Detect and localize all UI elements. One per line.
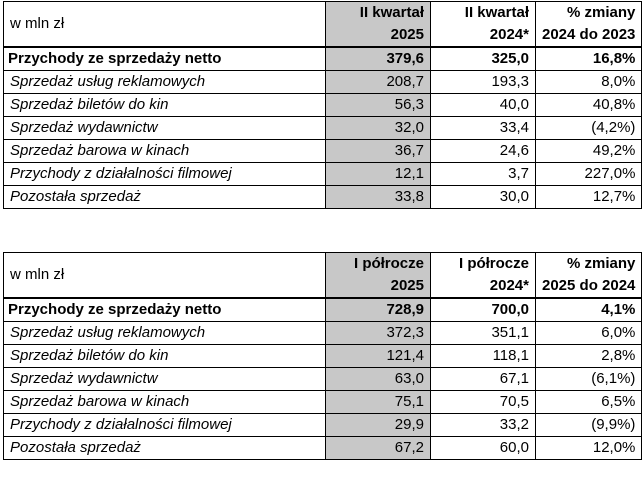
- table-row: Sprzedaż usług reklamowych 208,7 193,3 8…: [3, 70, 643, 94]
- table-row: Sprzedaż biletów do kin 121,4 118,1 2,8%: [3, 344, 643, 368]
- col-header-current: I półrocze 2025: [325, 252, 431, 299]
- col-header-current-line1: II kwartał: [359, 4, 424, 21]
- table-row: Sprzedaż wydawnictw 63,0 67,1 (6,1%): [3, 367, 643, 391]
- value-prev: 67,1: [430, 367, 536, 391]
- value-current: 32,0: [325, 116, 431, 140]
- col-header-prev: I półrocze 2024*: [430, 252, 536, 299]
- value-prev: 33,2: [430, 413, 536, 437]
- table-row: Sprzedaż barowa w kinach 75,1 70,5 6,5%: [3, 390, 643, 414]
- value-change: 40,8%: [534, 93, 643, 117]
- row-label: Przychody z działalności filmowej: [3, 162, 326, 186]
- half-year-revenue-table: w mln zł I półrocze 2025 I półrocze 2024* …: [3, 252, 643, 460]
- value-prev: 700,0: [430, 297, 536, 322]
- value-current: 121,4: [325, 344, 431, 368]
- col-header-change-line1: % zmiany: [567, 4, 636, 21]
- value-prev: 351,1: [430, 321, 536, 345]
- unit-label: w mln zł: [3, 1, 326, 48]
- value-current: 29,9: [325, 413, 431, 437]
- value-change: 49,2%: [534, 139, 643, 163]
- total-row: Przychody ze sprzedaży netto 379,6 325,0…: [3, 46, 643, 71]
- value-change: 12,0%: [534, 436, 643, 460]
- value-change: 16,8%: [534, 46, 643, 71]
- value-change: 6,0%: [534, 321, 643, 345]
- row-label: Sprzedaż biletów do kin: [3, 344, 326, 368]
- col-header-prev-line1: II kwartał: [464, 4, 529, 21]
- header-row: w mln zł II kwartał 2025 II kwartał 2024* …: [3, 1, 643, 48]
- row-label: Przychody ze sprzedaży netto: [3, 46, 326, 71]
- col-header-change: % zmiany 2025 do 2024: [534, 252, 643, 299]
- table-row: Przychody z działalności filmowej 29,9 3…: [3, 413, 643, 437]
- value-prev: 70,5: [430, 390, 536, 414]
- value-change: 6,5%: [534, 390, 643, 414]
- row-label: Sprzedaż barowa w kinach: [3, 139, 326, 163]
- col-header-prev-line2: 2024*: [489, 26, 529, 43]
- row-label: Sprzedaż wydawnictw: [3, 116, 326, 140]
- table-row: Pozostała sprzedaż 33,8 30,0 12,7%: [3, 185, 643, 209]
- value-change: 4,1%: [534, 297, 643, 322]
- row-label: Sprzedaż wydawnictw: [3, 367, 326, 391]
- value-current: 12,1: [325, 162, 431, 186]
- value-current: 63,0: [325, 367, 431, 391]
- value-current: 75,1: [325, 390, 431, 414]
- value-current: 372,3: [325, 321, 431, 345]
- col-header-change-line2: 2025 do 2024: [542, 277, 636, 294]
- table-row: Sprzedaż biletów do kin 56,3 40,0 40,8%: [3, 93, 643, 117]
- col-header-prev-line1: I półrocze: [458, 255, 529, 272]
- col-header-prev: II kwartał 2024*: [430, 1, 536, 48]
- value-current: 379,6: [325, 46, 431, 71]
- value-prev: 60,0: [430, 436, 536, 460]
- table-row: Sprzedaż wydawnictw 32,0 33,4 (4,2%): [3, 116, 643, 140]
- col-header-change: % zmiany 2024 do 2023: [534, 1, 643, 48]
- table-row: Sprzedaż usług reklamowych 372,3 351,1 6…: [3, 321, 643, 345]
- col-header-current: II kwartał 2025: [325, 1, 431, 48]
- row-label: Sprzedaż barowa w kinach: [3, 390, 326, 414]
- value-prev: 33,4: [430, 116, 536, 140]
- value-current: 208,7: [325, 70, 431, 94]
- value-change: (6,1%): [534, 367, 643, 391]
- total-row: Przychody ze sprzedaży netto 728,9 700,0…: [3, 297, 643, 322]
- value-current: 67,2: [325, 436, 431, 460]
- value-current: 56,3: [325, 93, 431, 117]
- row-label: Sprzedaż biletów do kin: [3, 93, 326, 117]
- row-label: Sprzedaż usług reklamowych: [3, 70, 326, 94]
- value-prev: 40,0: [430, 93, 536, 117]
- value-prev: 193,3: [430, 70, 536, 94]
- value-change: 227,0%: [534, 162, 643, 186]
- row-label: Pozostała sprzedaż: [3, 436, 326, 460]
- col-header-change-line1: % zmiany: [567, 255, 636, 272]
- value-change: 8,0%: [534, 70, 643, 94]
- unit-label: w mln zł: [3, 252, 326, 299]
- value-prev: 118,1: [430, 344, 536, 368]
- value-current: 36,7: [325, 139, 431, 163]
- col-header-change-line2: 2024 do 2023: [542, 26, 636, 43]
- table-row: Pozostała sprzedaż 67,2 60,0 12,0%: [3, 436, 643, 460]
- row-label: Sprzedaż usług reklamowych: [3, 321, 326, 345]
- value-change: (9,9%): [534, 413, 643, 437]
- col-header-prev-line2: 2024*: [489, 277, 529, 294]
- value-prev: 30,0: [430, 185, 536, 209]
- value-current: 33,8: [325, 185, 431, 209]
- value-prev: 3,7: [430, 162, 536, 186]
- row-label: Przychody z działalności filmowej: [3, 413, 326, 437]
- col-header-current-line2: 2025: [390, 26, 424, 43]
- col-header-current-line1: I półrocze: [353, 255, 424, 272]
- header-row: w mln zł I półrocze 2025 I półrocze 2024* …: [3, 252, 643, 299]
- value-change: (4,2%): [534, 116, 643, 140]
- quarterly-revenue-table: w mln zł II kwartał 2025 II kwartał 2024* …: [3, 1, 643, 209]
- row-label: Przychody ze sprzedaży netto: [3, 297, 326, 322]
- table-row: Przychody z działalności filmowej 12,1 3…: [3, 162, 643, 186]
- col-header-current-line2: 2025: [390, 277, 424, 294]
- value-prev: 24,6: [430, 139, 536, 163]
- value-change: 12,7%: [534, 185, 643, 209]
- value-prev: 325,0: [430, 46, 536, 71]
- table-row: Sprzedaż barowa w kinach 36,7 24,6 49,2%: [3, 139, 643, 163]
- value-change: 2,8%: [534, 344, 643, 368]
- value-current: 728,9: [325, 297, 431, 322]
- row-label: Pozostała sprzedaż: [3, 185, 326, 209]
